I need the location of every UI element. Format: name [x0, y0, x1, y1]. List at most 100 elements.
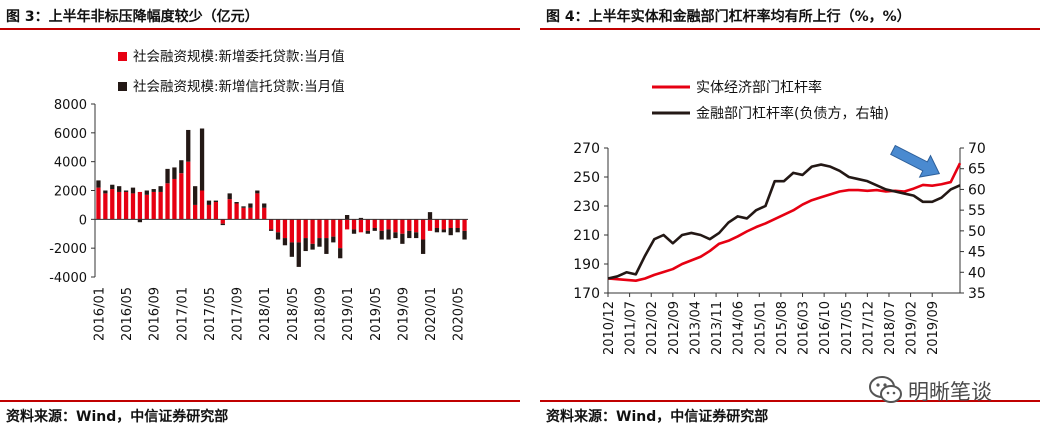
bar — [96, 180, 101, 188]
y-right-tick-label: 45 — [968, 245, 986, 261]
bar — [372, 219, 377, 228]
bar — [407, 219, 412, 231]
x-tick-label: 2013/04 — [688, 301, 703, 355]
left-source-note: 资料来源：Wind，中信证券研究部 — [6, 409, 229, 425]
left-chart-panel: 图 3：上半年非标压降幅度较少（亿元） 社会融资规模:新增委托贷款:当月值 社会融… — [0, 0, 520, 438]
bar — [262, 207, 267, 220]
bar — [296, 219, 301, 243]
x-tick-label: 2020/01 — [424, 287, 439, 341]
y-right-tick-label: 60 — [968, 182, 986, 198]
x-tick-label: 2018/09 — [313, 287, 328, 341]
bar — [137, 191, 143, 220]
bar — [324, 238, 329, 254]
x-tick-label: 2016/09 — [148, 287, 163, 341]
bar — [220, 223, 225, 226]
legend-label: 社会融资规模:新增委托贷款:当月值 — [133, 49, 345, 65]
right-title-rule — [540, 28, 1040, 30]
bar — [351, 219, 357, 230]
bar — [186, 161, 191, 220]
y-left-tick-label: 230 — [573, 199, 600, 215]
bar — [186, 129, 191, 162]
bar — [248, 207, 253, 220]
x-tick-label: 2013/11 — [710, 301, 725, 355]
bar — [262, 203, 267, 208]
bar — [193, 186, 198, 205]
bar — [123, 191, 129, 220]
bar — [427, 219, 433, 231]
bar — [110, 189, 115, 220]
y-left-tick-label: 190 — [573, 257, 600, 273]
series-line-financial-sector — [607, 163, 961, 280]
bar — [275, 219, 281, 233]
watermark: 明晰笔谈 — [868, 372, 1038, 408]
bar — [199, 128, 205, 191]
y-left-tick-label: 250 — [573, 170, 600, 186]
bar — [365, 230, 370, 234]
x-tick-label: 2019/02 — [905, 301, 920, 355]
bar — [123, 190, 129, 192]
bar — [103, 190, 108, 194]
bar — [372, 227, 377, 231]
x-tick-label: 2016/03 — [797, 301, 812, 355]
bar — [331, 219, 336, 237]
x-tick-label: 2014/06 — [732, 301, 747, 355]
bar — [296, 242, 301, 267]
y-tick-label: -2000 — [49, 242, 87, 257]
bar — [303, 219, 308, 239]
bar — [338, 219, 343, 249]
y-tick-label: 2000 — [54, 185, 87, 200]
y-right-tick-label: 65 — [968, 162, 986, 178]
y-right-tick-label: 50 — [968, 224, 986, 240]
bar — [393, 219, 398, 233]
left-chart-title: 图 3：上半年非标压降幅度较少（亿元） — [6, 9, 259, 25]
bar — [165, 183, 170, 220]
bar — [303, 238, 308, 252]
x-tick-label: 2017/09 — [231, 287, 246, 341]
right-chart-title: 图 4：上半年实体和金融部门杠杆率均有所上行（%，%） — [546, 9, 911, 25]
bar — [179, 160, 184, 174]
series-line-real-economy — [607, 162, 962, 282]
bar — [130, 187, 136, 194]
y-right-tick-label: 40 — [968, 265, 986, 281]
bar — [130, 193, 136, 220]
bar — [400, 219, 405, 234]
bar — [117, 186, 122, 192]
y-tick-label: 0 — [79, 213, 87, 228]
bar — [393, 232, 398, 239]
bar — [282, 219, 288, 239]
bar — [427, 212, 433, 220]
bar — [213, 202, 219, 220]
bar — [165, 168, 170, 184]
bar — [151, 189, 156, 192]
x-tick-label: 2019/09 — [926, 301, 941, 355]
bar — [338, 248, 343, 259]
bar — [269, 219, 274, 230]
bar — [269, 229, 274, 231]
legend-swatch — [118, 82, 127, 91]
y-left-tick-label: 170 — [573, 286, 600, 302]
bar — [151, 191, 156, 220]
bar — [434, 227, 440, 233]
bar — [441, 229, 446, 233]
x-tick-label: 2018/07 — [883, 301, 898, 355]
x-tick-label: 2015/01 — [753, 301, 768, 355]
watermark-text: 明晰笔谈 — [908, 380, 992, 404]
x-tick-label: 2017/05 — [203, 287, 218, 341]
right-chart-panel: 图 4：上半年实体和金融部门杠杆率均有所上行（%，%） 实体经济部门杠杆率 金融部… — [540, 0, 1050, 438]
bar — [434, 219, 440, 228]
bar — [358, 219, 364, 233]
right-source-rule — [540, 400, 1040, 402]
bar — [289, 219, 294, 243]
x-tick-label: 2018/01 — [258, 287, 273, 341]
bar — [179, 173, 184, 220]
bar — [310, 219, 315, 244]
annotation-arrow — [890, 144, 941, 178]
annotation-arrow-shape — [890, 144, 941, 178]
bar — [137, 219, 143, 223]
bar — [103, 193, 108, 220]
bar — [448, 219, 453, 228]
bar — [172, 167, 177, 179]
x-tick-label: 2010/12 — [602, 301, 617, 355]
